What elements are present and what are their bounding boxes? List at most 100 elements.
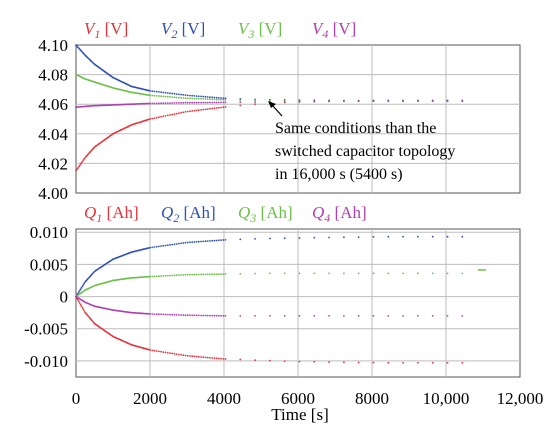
v-point: [160, 115, 163, 118]
q-point: [209, 273, 211, 276]
v-point: [446, 100, 449, 103]
q-point: [173, 243, 176, 246]
q-point: [211, 314, 214, 317]
q-point: [209, 240, 211, 242]
q-point: [222, 239, 225, 241]
q-point: [193, 355, 196, 358]
v-point: [209, 101, 211, 104]
v-point: [153, 102, 156, 105]
q-point: [211, 239, 214, 242]
q-point: [222, 273, 225, 275]
v-point: [224, 106, 227, 108]
q-point: [254, 315, 256, 317]
q-point: [215, 357, 218, 360]
q-point: [197, 273, 200, 276]
q-point: [206, 273, 209, 276]
v-point: [217, 106, 220, 109]
v-point: [178, 112, 180, 115]
q-point: [151, 275, 154, 278]
v-point: [155, 116, 158, 119]
q-point: [402, 235, 404, 238]
q-point: [178, 353, 180, 356]
v-series-2: [75, 44, 464, 102]
v-point: [193, 101, 196, 104]
q-point: [191, 273, 194, 276]
q-point: [178, 242, 180, 245]
q-point: [182, 274, 185, 276]
q-point: [461, 235, 464, 238]
v-point: [220, 106, 222, 109]
v-point: [213, 96, 216, 99]
v-point: [417, 100, 419, 103]
q-point: [184, 354, 187, 357]
q-point: [269, 315, 271, 317]
v-point: [151, 94, 154, 97]
q-point: [160, 350, 163, 353]
q-point: [298, 360, 301, 363]
q-point: [153, 349, 156, 352]
v-point: [149, 94, 151, 97]
q-point: [151, 313, 154, 315]
q-point: [328, 315, 330, 317]
v-point: [160, 95, 163, 98]
q-point: [180, 274, 183, 276]
q-point: [193, 273, 196, 276]
v-point: [204, 95, 207, 98]
q-point: [387, 315, 390, 317]
q-point: [357, 361, 360, 364]
annotation-line-3: in 16,000 s (5400 s): [275, 166, 403, 183]
q-point: [182, 242, 185, 244]
q-point: [175, 274, 178, 277]
q-point: [313, 315, 316, 317]
v-point: [155, 90, 158, 93]
v-point: [215, 107, 218, 109]
v-point: [79, 163, 82, 166]
v-point: [175, 112, 178, 115]
x-tick-label-6: 12,000: [497, 389, 544, 408]
v-point: [222, 98, 225, 101]
v-ytick-label-3: 4.06: [38, 95, 68, 114]
q-point: [166, 244, 169, 247]
v-point: [184, 94, 187, 96]
q-point: [158, 350, 160, 353]
q-point: [180, 242, 183, 245]
charge-grid: [76, 229, 520, 377]
q-point: [313, 360, 316, 363]
v-point: [357, 100, 360, 103]
v-point: [211, 107, 214, 110]
voltage-panel: 4.00 4.02 4.04 4.06 4.08 4.10 V1 [V] V2 [V] V3 …: [38, 19, 521, 203]
q-point: [160, 275, 163, 277]
q-point: [343, 236, 345, 239]
voltage-legend: V1 [V] V2 [V] V3 [V] V4 [V]: [84, 19, 356, 41]
q-point: [269, 237, 271, 240]
v-point: [76, 167, 79, 170]
v-point: [178, 96, 180, 99]
q-point: [217, 239, 220, 242]
v-legend-3: V3 [V]: [238, 19, 282, 41]
q-point: [169, 274, 171, 277]
q-point: [200, 273, 203, 276]
q-point: [298, 315, 301, 317]
v-point: [204, 101, 207, 104]
q-point: [283, 272, 286, 275]
v-legend-2: V2 [V]: [161, 19, 205, 41]
q-point: [82, 283, 85, 286]
annotation-arrowhead: [268, 101, 276, 108]
q-point: [372, 236, 375, 238]
q-point: [283, 360, 286, 362]
v-point: [191, 94, 194, 97]
v-point: [186, 110, 189, 113]
v-point: [169, 102, 171, 104]
q-point: [186, 354, 189, 357]
v-point: [222, 101, 225, 104]
v-point: [80, 161, 83, 164]
q-point: [162, 275, 165, 277]
v-point: [77, 165, 80, 168]
q-point: [171, 313, 174, 316]
v-point: [164, 91, 167, 94]
v-point: [461, 100, 464, 103]
v-point: [195, 95, 198, 97]
q-point: [431, 361, 434, 364]
q-point: [202, 314, 205, 317]
v-point: [387, 100, 390, 103]
